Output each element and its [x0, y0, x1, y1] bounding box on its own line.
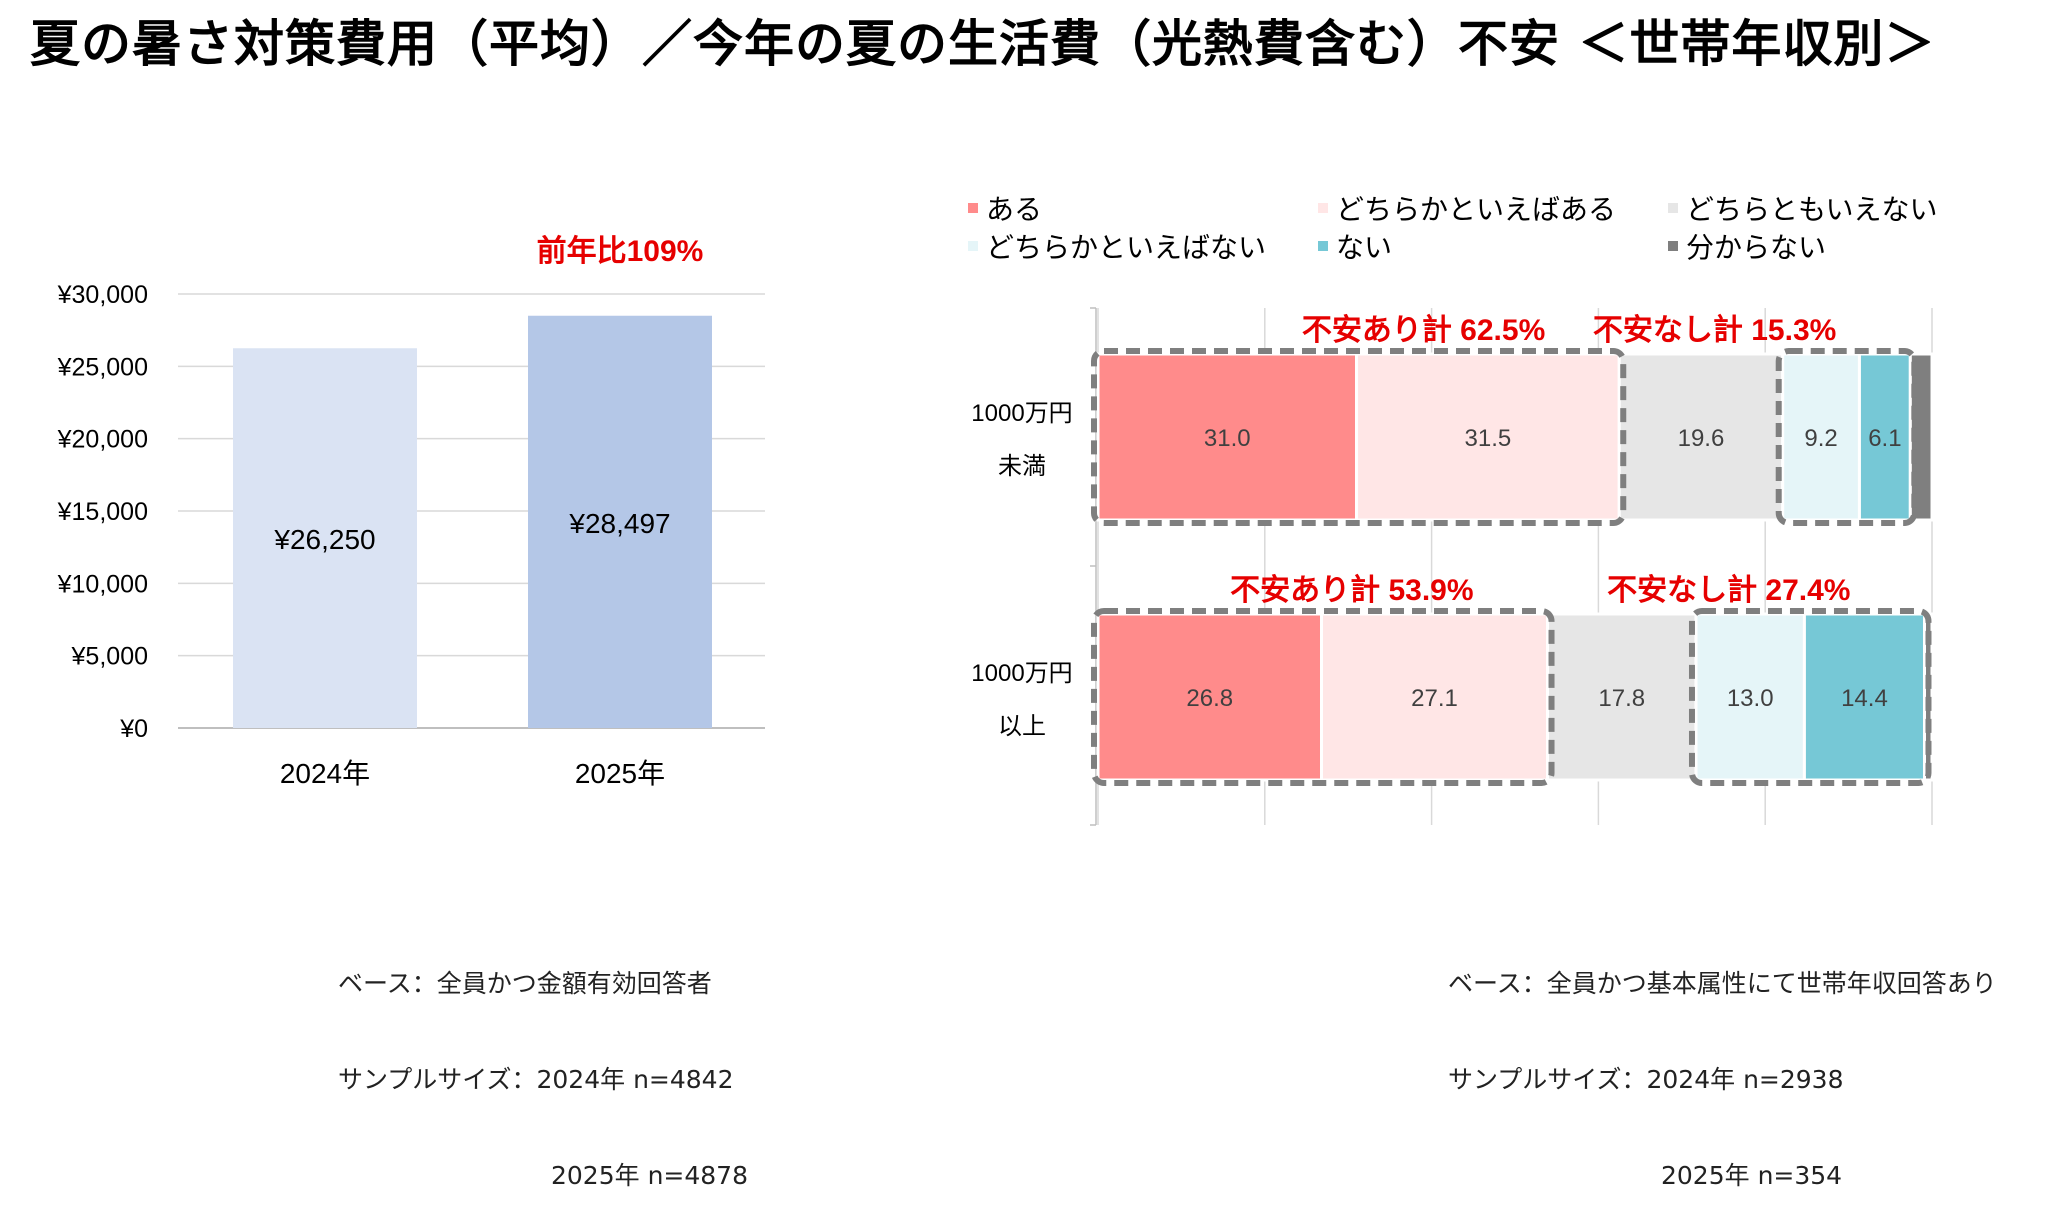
bar	[528, 315, 712, 728]
legend-label: ある	[986, 193, 1043, 226]
right-note-line3: 2025年 n=354	[1661, 1161, 1843, 1190]
x-tick-label: 2024年	[280, 758, 370, 789]
y-tick-label: ¥10,000	[57, 570, 148, 598]
page-title: 夏の暑さ対策費用（平均）／今年の夏の生活費（光熱費含む）不安 ＜世帯年収別＞	[30, 15, 1936, 73]
segment-value-label: 9.2	[1804, 425, 1837, 452]
legend-swatch	[1318, 203, 1328, 213]
group-total-annotation: 不安なし計 15.3%	[1593, 313, 1836, 347]
legend-swatch	[1668, 241, 1678, 251]
left-note-line2: サンプルサイズ：2024年 n=4842	[338, 1065, 734, 1094]
right-note-line2: サンプルサイズ：2024年 n=2938	[1448, 1065, 1844, 1094]
bar-value-label: ¥28,497	[568, 508, 670, 539]
bar-value-label: ¥26,250	[273, 524, 375, 555]
stacked-segment	[1096, 612, 1324, 782]
legend-item: どちらともいえない	[1668, 190, 2008, 226]
y-tick-label: ¥20,000	[57, 426, 148, 454]
y-tick-label: ¥0	[119, 715, 148, 743]
legend-swatch	[968, 203, 978, 213]
segment-value-label: 31.0	[1204, 425, 1251, 452]
bar	[233, 348, 417, 728]
stacked-segment	[1096, 352, 1359, 522]
segment-value-label: 17.8	[1598, 685, 1645, 712]
stacked-segment	[1694, 612, 1806, 782]
stacked-segment	[1546, 612, 1698, 782]
group-dashed-box	[1091, 348, 1627, 526]
segment-value-label: 19.6	[1678, 425, 1725, 452]
segment-value-label: 14.4	[1841, 685, 1888, 712]
legend-label: ない	[1336, 231, 1393, 264]
legend-item: どちらかといえばある	[1318, 190, 1668, 226]
stacked-segment	[1802, 612, 1926, 782]
legend-item: どちらかといえばない	[968, 228, 1318, 264]
segment-value-label: 27.1	[1411, 685, 1458, 712]
legend-swatch	[968, 241, 978, 251]
group-dashed-box	[1091, 608, 1555, 786]
group-total-annotation: 不安あり計 53.9%	[1230, 573, 1473, 607]
y-tick-label: ¥5,000	[71, 643, 148, 671]
legend-item: 分からない	[1668, 228, 2008, 264]
legend-label: どちらかといえばない	[986, 231, 1267, 264]
chart-legend: ある どちらかといえばある どちらともいえないどちらかといえばない ない 分からない	[968, 190, 2008, 264]
group-total-annotation: 不安なし計 27.4%	[1607, 573, 1850, 607]
left-base-note: ベース：全員かつ金額有効回答者 サンプルサイズ：2024年 n=4842 202…	[338, 904, 748, 1224]
legend-label: 分からない	[1686, 231, 1827, 264]
left-note-line1: ベース：全員かつ金額有効回答者	[338, 969, 712, 998]
segment-value-label: 6.1	[1868, 425, 1901, 452]
legend-swatch	[1668, 203, 1678, 213]
spending-bar-chart: ¥0 ¥5,000 ¥10,000 ¥15,000 ¥20,000 ¥25,000 ¥30,…	[57, 235, 765, 789]
legend-swatch	[1318, 241, 1328, 251]
y-tick-label: ¥15,000	[57, 498, 148, 526]
y-tick-label: ¥30,000	[57, 281, 148, 309]
legend-label: どちらともいえない	[1686, 193, 1938, 226]
y-tick-label: ¥25,000	[57, 353, 148, 381]
segment-value-label: 13.0	[1727, 685, 1774, 712]
legend-label: どちらかといえばある	[1336, 193, 1617, 226]
legend-item: ある	[968, 190, 1318, 226]
stacked-segment	[1617, 352, 1785, 522]
segment-value-label: 26.8	[1186, 685, 1233, 712]
left-note-line3: 2025年 n=4878	[551, 1161, 748, 1190]
segment-value-label: 31.5	[1465, 425, 1512, 452]
yoy-annotation: 前年比109%	[537, 235, 704, 268]
category-label: 未満	[998, 453, 1046, 480]
legend-item: ない	[1318, 228, 1668, 264]
category-label: 1000万円	[971, 660, 1072, 687]
category-label: 以上	[998, 713, 1046, 740]
x-tick-label: 2025年	[575, 758, 665, 789]
group-dashed-box	[1775, 348, 1918, 526]
right-note-line1: ベース：全員かつ基本属性にて世帯年収回答あり	[1448, 969, 1997, 998]
stacked-segment	[1320, 612, 1550, 782]
group-total-annotation: 不安あり計 62.5%	[1302, 313, 1545, 347]
group-dashed-box	[1688, 608, 1932, 786]
category-label: 1000万円	[971, 400, 1072, 427]
right-base-note: ベース：全員かつ基本属性にて世帯年収回答あり サンプルサイズ：2024年 n=2…	[1448, 904, 1997, 1224]
